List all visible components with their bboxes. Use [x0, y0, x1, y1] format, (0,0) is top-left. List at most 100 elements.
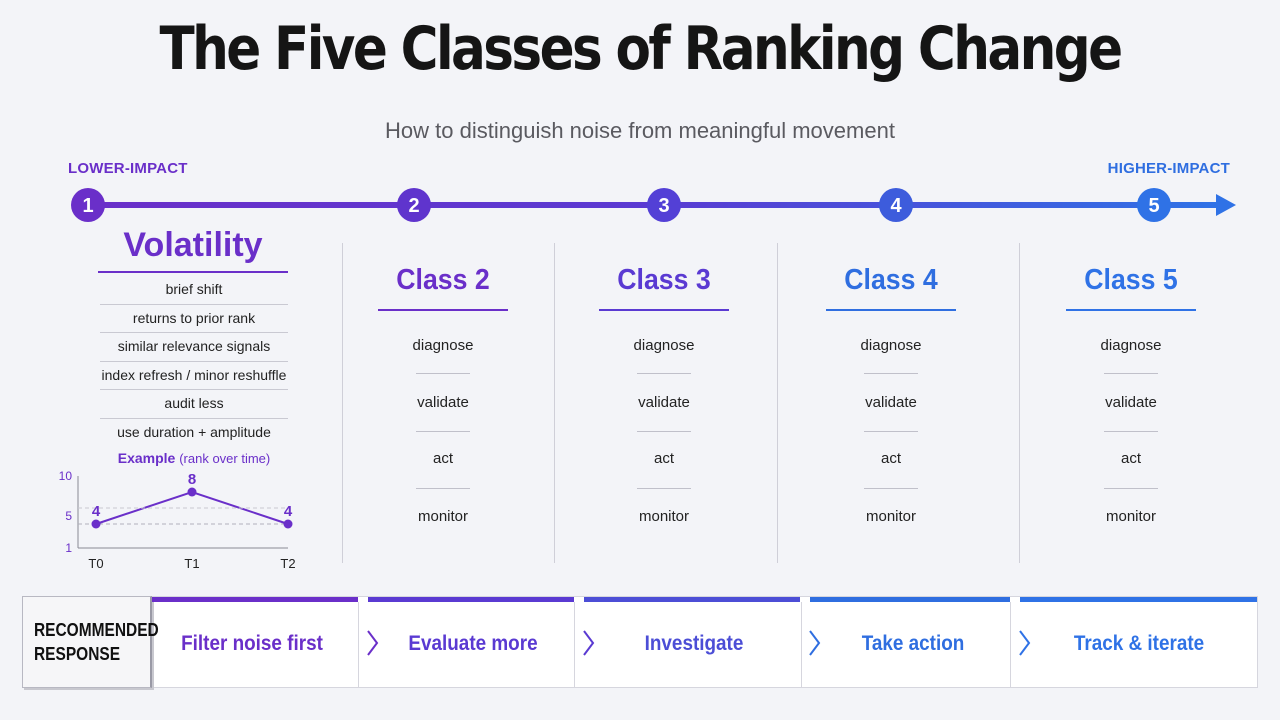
class-2-step: diagnose [412, 337, 474, 354]
chart-y-tick-label: 5 [65, 509, 72, 523]
response-divider [574, 602, 575, 688]
step-divider [1104, 431, 1158, 432]
class-2-title: Class 2 [396, 264, 490, 296]
class-4-step: diagnose [860, 337, 922, 354]
chart-data-point [91, 519, 101, 529]
chevron-right-icon [583, 630, 595, 656]
step-divider [416, 431, 470, 432]
response-evaluate-more: Evaluate more [408, 632, 538, 655]
response-filter-noise: Filter noise first [181, 632, 323, 655]
volatility-list: brief shift returns to prior rank simila… [100, 276, 288, 446]
recommended-response-label-box [22, 596, 152, 688]
stage-number-1: 1 [82, 195, 93, 217]
chart-x-tick-label: T1 [184, 556, 199, 571]
chart-y-tick-label: 10 [59, 469, 73, 483]
class-3-underline [599, 309, 729, 311]
example-label: Example [117, 450, 176, 466]
list-item: similar relevance signals [100, 333, 288, 362]
class-3-step: act [653, 450, 674, 467]
class-5-step: act [1120, 450, 1141, 467]
higher-impact-label: HIGHER-IMPACT [1107, 160, 1230, 177]
chevron-right-icon [367, 630, 379, 656]
step-divider [637, 373, 691, 374]
step-divider [864, 488, 918, 489]
chart-data-point [187, 487, 197, 497]
lower-impact-label: LOWER-IMPACT [68, 160, 188, 177]
response-2-accent [368, 597, 574, 602]
column-divider [1019, 243, 1020, 563]
class-2-underline [378, 309, 508, 311]
class-4-step: monitor [865, 508, 917, 525]
stage-number-3: 3 [658, 195, 669, 217]
response-divider [358, 602, 359, 688]
stage-number-4: 4 [890, 195, 902, 217]
response-track-iterate: Track & iterate [1073, 632, 1205, 655]
stage-marker-2: 2 [397, 188, 431, 222]
chart-y-tick-label: 1 [65, 541, 72, 555]
stage-number-5: 5 [1148, 195, 1159, 217]
class-3-step: monitor [638, 508, 690, 525]
class-5-title: Class 5 [1084, 264, 1178, 296]
recommended-response-label: RECOMMENDED RESPONSE [34, 618, 159, 666]
recommended-response-panel [22, 596, 1258, 688]
step-divider [1104, 373, 1158, 374]
list-item: returns to prior rank [100, 305, 288, 333]
class-4-step: validate [865, 394, 917, 411]
step-divider [1104, 488, 1158, 489]
class-3-step: validate [638, 394, 690, 411]
stage-marker-4: 4 [879, 188, 913, 222]
response-1-accent [152, 597, 358, 602]
chart-data-label: 8 [188, 471, 196, 488]
chart-data-label: 4 [284, 503, 293, 520]
step-divider [416, 488, 470, 489]
chart-x-tick-label: T2 [280, 556, 295, 571]
chevron-right-icon [809, 630, 821, 656]
class-2-step: monitor [417, 508, 469, 525]
recommended-label-line2: RESPONSE [34, 644, 121, 664]
step-divider [637, 488, 691, 489]
response-3-accent [584, 597, 800, 602]
class-3-title: Class 3 [617, 264, 711, 296]
step-divider [416, 373, 470, 374]
column-divider [554, 243, 555, 563]
response-divider [1010, 602, 1011, 688]
stage-number-2: 2 [408, 195, 419, 217]
class-5-step: monitor [1105, 508, 1157, 525]
response-divider [801, 602, 802, 688]
volatility-underline [98, 271, 288, 273]
class-4-step: act [880, 450, 901, 467]
recommended-label-line1: RECOMMENDED [34, 620, 159, 640]
step-divider [864, 373, 918, 374]
example-sublabel: (rank over time) [179, 451, 271, 466]
timeline-arrow-icon [1216, 194, 1236, 216]
column-divider [777, 243, 778, 563]
class-4-title: Class 4 [844, 264, 938, 296]
example-caption: Example (rank over time) [100, 450, 288, 466]
class-4-underline [826, 309, 956, 311]
impact-timeline: 1 2 3 4 5 [71, 188, 1236, 222]
volatility-title: Volatility [123, 226, 263, 264]
response-take-action: Take action [861, 632, 965, 655]
page-title: The Five Classes of Ranking Change [159, 14, 1123, 84]
chart-data-point [283, 519, 293, 529]
page-subtitle: How to distinguish noise from meaningful… [385, 118, 895, 143]
stage-marker-1: 1 [71, 188, 105, 222]
response-investigate: Investigate [644, 632, 744, 655]
example-rank-chart: 10 5 1 4 T0 8 T1 4 T2 [59, 469, 296, 571]
chart-x-tick-label: T0 [88, 556, 103, 571]
list-item: audit less [100, 390, 288, 419]
response-5-accent [1020, 597, 1257, 602]
stage-marker-3: 3 [647, 188, 681, 222]
list-item: brief shift [100, 276, 288, 305]
response-4-accent [810, 597, 1010, 602]
chart-data-label: 4 [92, 503, 101, 520]
chevron-right-icon [1019, 630, 1031, 656]
class-2-step: validate [417, 394, 469, 411]
stage-marker-5: 5 [1137, 188, 1171, 222]
list-item: index refresh / minor reshuffle [100, 362, 288, 390]
column-divider [342, 243, 343, 563]
list-item: use duration + amplitude [117, 423, 271, 440]
class-5-underline [1066, 309, 1196, 311]
step-divider [637, 431, 691, 432]
class-5-step: validate [1105, 394, 1157, 411]
